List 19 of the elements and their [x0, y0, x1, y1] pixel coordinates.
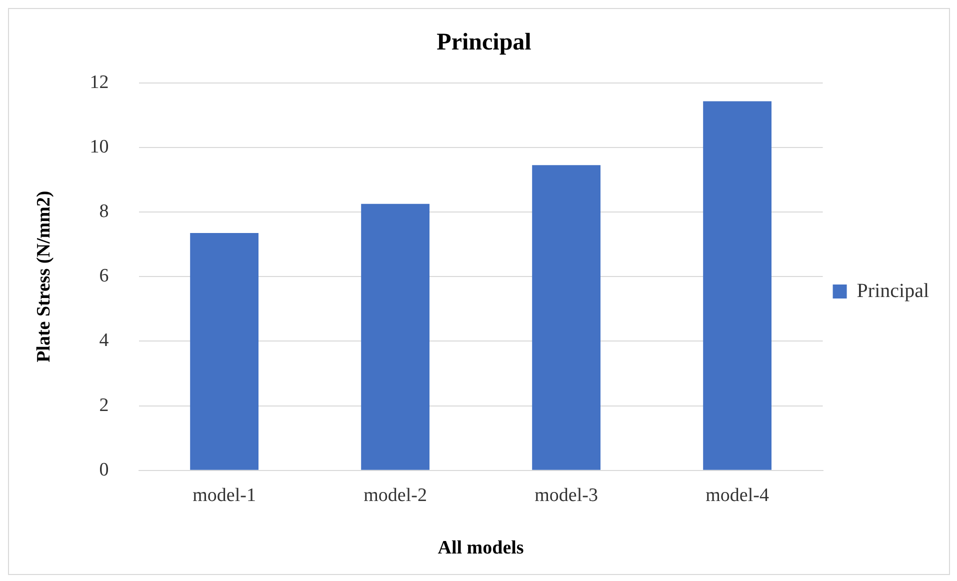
y-tick-label: 6 — [99, 266, 109, 287]
y-tick-label: 12 — [90, 72, 109, 93]
y-tick-label: 2 — [99, 394, 109, 416]
legend-label: Principal — [856, 280, 930, 302]
x-tick-label: model-3 — [534, 484, 598, 506]
y-tick-label: 8 — [99, 200, 109, 222]
bar — [532, 165, 600, 470]
x-tick-label: model-4 — [706, 484, 770, 506]
y-axis-title: Plate Stress (N/mm2) — [33, 190, 54, 362]
bar — [703, 101, 772, 470]
y-tick-label: 4 — [99, 330, 110, 352]
y-tick-label: 0 — [99, 459, 109, 480]
y-tick-label: 10 — [90, 136, 109, 158]
bar — [361, 204, 430, 470]
chart-title: Principal — [436, 30, 532, 56]
x-axis-title: All models — [438, 538, 524, 559]
x-tick-label: model-1 — [192, 484, 256, 506]
bar — [190, 232, 258, 470]
x-tick-label: model-2 — [364, 484, 427, 506]
